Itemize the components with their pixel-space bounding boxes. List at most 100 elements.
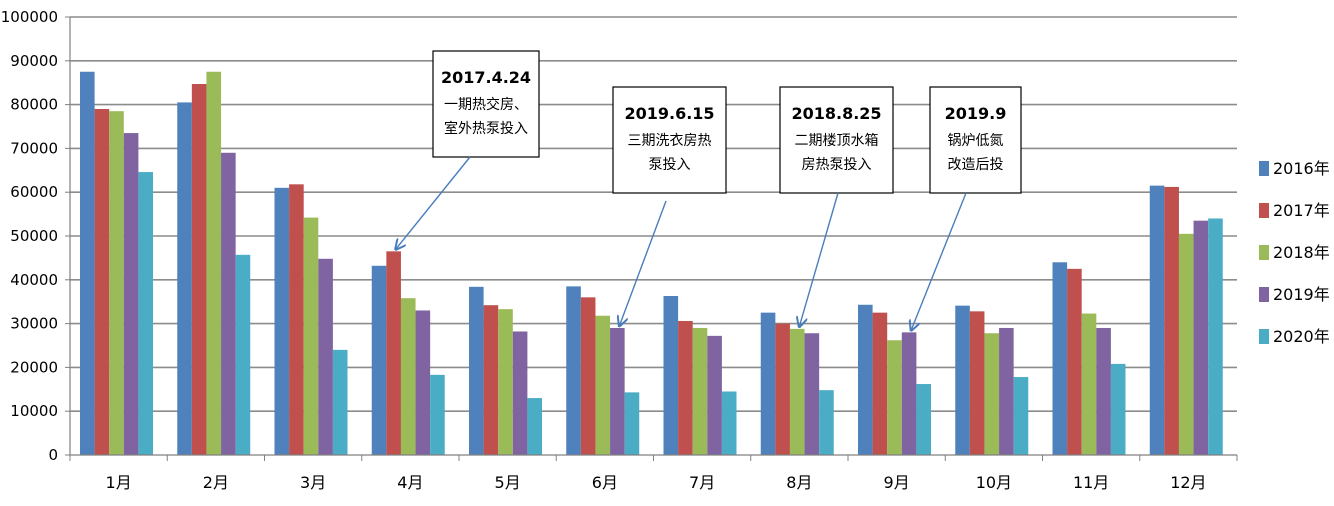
- bar-2018年-9月: [887, 340, 902, 455]
- bar-2020年-11月: [1110, 363, 1126, 455]
- bar-2020年-7月: [721, 391, 737, 455]
- callout-text: 改造后投: [948, 157, 1004, 173]
- callout-title: 2018.8.25: [791, 104, 881, 123]
- bar-2018年-8月: [789, 328, 805, 455]
- y-tick-label: 100000: [1, 8, 58, 26]
- x-tick-label: 6月: [592, 473, 618, 492]
- callout-text: 三期洗衣房热: [628, 133, 712, 149]
- bar-2018年-3月: [303, 217, 319, 455]
- bar-2016年-7月: [663, 296, 679, 455]
- callout-arrow: [396, 156, 471, 249]
- y-tick-label: 30000: [10, 315, 58, 333]
- bar-2016年-6月: [566, 286, 581, 455]
- y-tick-label: 50000: [10, 227, 58, 245]
- bar-2019年-2月: [221, 152, 236, 455]
- x-tick-label: 10月: [976, 473, 1012, 492]
- bar-2017年-1月: [94, 108, 110, 455]
- x-tick-label: 9月: [884, 473, 910, 492]
- bar-2019年-12月: [1193, 220, 1209, 455]
- bar-2017年-9月: [872, 312, 888, 455]
- callout-text: 泵投入: [649, 157, 691, 173]
- callout-title: 2019.9: [945, 104, 1007, 123]
- bar-2018年-5月: [498, 309, 513, 455]
- legend-swatch: [1259, 161, 1269, 176]
- bar-2016年-11月: [1052, 262, 1068, 455]
- bar-2017年-11月: [1067, 268, 1082, 455]
- y-tick-label: 20000: [10, 358, 58, 376]
- y-tick-label: 60000: [10, 183, 58, 201]
- bar-2019年-8月: [804, 333, 820, 455]
- bar-2019年-4月: [415, 310, 431, 455]
- bar-2019年-11月: [1096, 327, 1111, 455]
- y-tick-label: 70000: [10, 139, 58, 157]
- axes: [65, 16, 1238, 461]
- bar-2020年-4月: [430, 374, 445, 455]
- x-tick-label: 3月: [300, 473, 326, 492]
- legend-swatch: [1259, 203, 1269, 218]
- callout-arrow: [911, 192, 967, 330]
- x-tick-labels: 1月 2月 3月 4月 5月 6月 7月 8月 9月 10月 11月 12月: [106, 473, 1207, 492]
- bar-2020年-5月: [527, 398, 542, 455]
- bar-2017年-2月: [191, 84, 207, 455]
- bar-2018年-7月: [692, 327, 708, 455]
- bar-2018年-12月: [1178, 233, 1194, 455]
- callout-text: 房热泵投入: [802, 157, 872, 173]
- bar-2017年-10月: [969, 311, 985, 455]
- bar-2020年-8月: [819, 390, 834, 455]
- legend: 2016年 2017年 2018年 2019年 2020年: [1259, 159, 1330, 346]
- bar-2018年-10月: [984, 333, 1000, 455]
- bar-2019年-10月: [999, 327, 1014, 455]
- x-tick-label: 4月: [397, 473, 423, 492]
- bar-2016年-1月: [80, 71, 95, 455]
- bar-2016年-2月: [177, 102, 192, 455]
- bar-2018年-11月: [1081, 313, 1097, 455]
- x-tick-label: 2月: [203, 473, 229, 492]
- y-tick-label: 40000: [10, 271, 58, 289]
- callout-box: [612, 86, 727, 194]
- callout-arrow: [799, 192, 839, 327]
- bar-2016年-4月: [371, 265, 387, 455]
- legend-swatch: [1259, 245, 1269, 260]
- legend-swatch: [1259, 287, 1269, 302]
- bar-2020年-3月: [332, 349, 348, 455]
- bar-2017年-6月: [580, 297, 596, 455]
- bar-2016年-3月: [274, 187, 290, 455]
- bar-2017年-4月: [386, 251, 401, 455]
- y-tick-label: 90000: [10, 52, 58, 70]
- bar-2017年-5月: [483, 305, 499, 455]
- callout-text: 锅炉低氮: [948, 133, 1004, 149]
- y-tick-label: 80000: [10, 96, 58, 114]
- bar-2020年-10月: [1013, 377, 1029, 455]
- callout-box: [929, 86, 1022, 194]
- y-tick-label: 10000: [10, 402, 58, 420]
- bar-2018年-1月: [109, 111, 124, 456]
- bar-2020年-1月: [138, 172, 153, 456]
- bar-2018年-2月: [206, 71, 222, 455]
- callout-text: 二期楼顶水箱: [795, 133, 879, 149]
- x-tick-label: 11月: [1073, 473, 1109, 492]
- bar-2016年-9月: [858, 304, 873, 455]
- callout-text: 一期热交房、: [444, 96, 528, 113]
- legend-label: 2019年: [1273, 285, 1330, 304]
- legend-label: 2016年: [1273, 159, 1330, 178]
- callout-text: 室外热泵投入: [444, 120, 528, 137]
- bar-2017年-7月: [678, 320, 693, 455]
- bar-2017年-8月: [775, 323, 790, 455]
- x-tick-label: 8月: [786, 473, 812, 492]
- bar-2016年-5月: [469, 286, 484, 455]
- callout-box: [779, 86, 894, 194]
- legend-label: 2017年: [1273, 201, 1330, 220]
- y-tick-label: 0: [48, 446, 58, 464]
- x-tick-label: 7月: [689, 473, 715, 492]
- bar-2019年-5月: [512, 331, 528, 455]
- callout-arrow: [619, 200, 667, 326]
- bar-2019年-6月: [610, 327, 625, 455]
- bar-2019年-9月: [901, 332, 917, 455]
- legend-label: 2018年: [1273, 243, 1330, 262]
- callouts: 2017.4.24一期热交房、室外热泵投入2019.6.15三期洗衣房热泵投入2…: [396, 50, 1022, 330]
- callout-title: 2019.6.15: [624, 104, 714, 123]
- bar-2016年-10月: [955, 305, 970, 455]
